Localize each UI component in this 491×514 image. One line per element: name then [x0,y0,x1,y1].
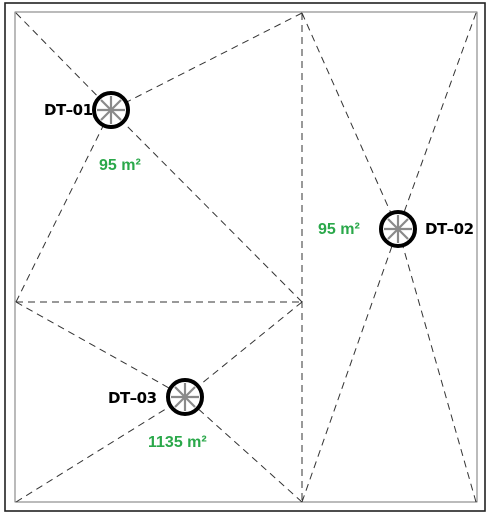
inner-wall [14,11,478,503]
detector-dt01-tag: DT–01 [44,101,93,119]
detector-dt01[interactable] [92,91,130,129]
detector-dt02-area: 95 m² [318,221,360,238]
outer-wall [4,2,486,512]
detector-dt03-spokes-icon [171,383,199,411]
detector-dt02-tag: DT–02 [425,220,474,238]
detector-dt01-spokes-icon [97,96,125,124]
coverage-lines-dt02 [301,12,477,503]
coverage-lines-dt01 [15,12,303,303]
detector-dt02[interactable] [379,210,417,248]
coverage-lines-dt03 [15,301,303,503]
detector-dt03[interactable] [166,378,204,416]
detector-dt03-tag: DT–03 [108,389,157,407]
detector-dt02-spokes-icon [384,215,412,243]
detector-dt01-area: 95 m² [99,157,141,174]
detector-dt03-area: 1135 m² [148,434,207,451]
